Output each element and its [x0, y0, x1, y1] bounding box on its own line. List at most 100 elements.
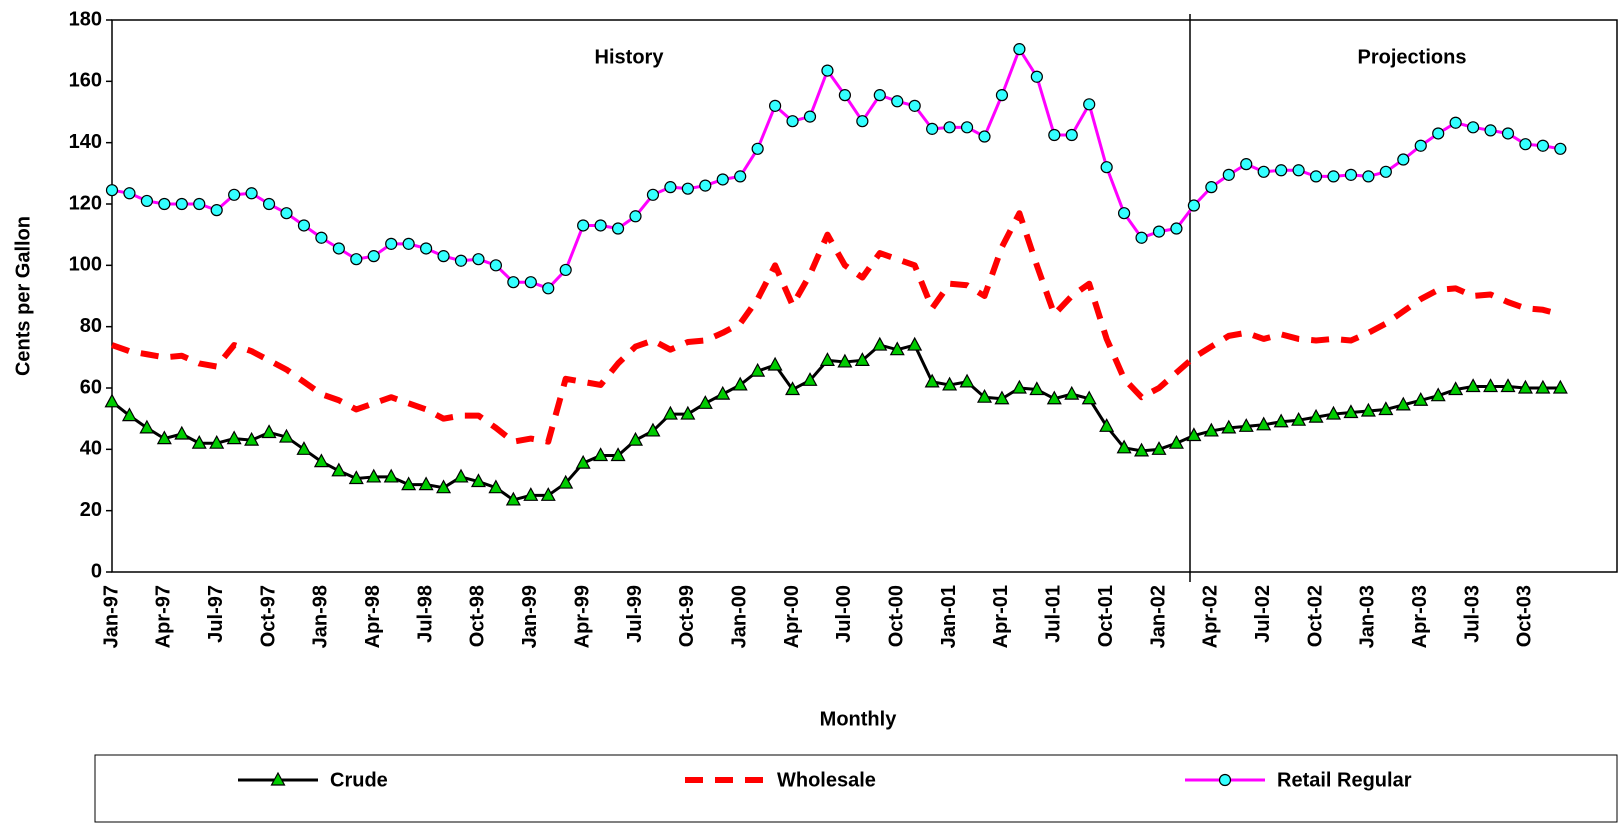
- data-point: [715, 385, 731, 400]
- data-point: [1378, 401, 1394, 416]
- data-point: [1013, 43, 1026, 56]
- data-point: [872, 336, 888, 351]
- x-tick-label: Apr-99: [571, 585, 593, 648]
- data-point: [472, 253, 485, 266]
- data-point: [734, 170, 747, 183]
- y-tick-label: 160: [69, 70, 102, 92]
- data-point: [559, 263, 572, 277]
- data-point: [174, 425, 190, 440]
- data-point: [245, 187, 258, 200]
- data-point: [1011, 379, 1027, 394]
- data-point: [610, 447, 626, 462]
- data-point: [768, 99, 782, 112]
- data-point: [1449, 116, 1462, 129]
- y-tick-label: 40: [80, 438, 102, 460]
- data-point: [681, 182, 694, 195]
- data-point: [1291, 411, 1307, 426]
- x-tick-label: Oct-97: [257, 585, 279, 647]
- data-point: [1046, 390, 1062, 405]
- plot-area: [111, 19, 1618, 573]
- data-point: [1238, 418, 1254, 432]
- data-point: [1117, 207, 1131, 220]
- data-point: [1465, 378, 1481, 393]
- data-point: [1168, 434, 1184, 449]
- x-tick-label: Oct-00: [886, 585, 908, 647]
- data-point: [960, 121, 974, 134]
- data-point: [332, 242, 345, 255]
- data-point: [889, 341, 905, 356]
- data-point: [1205, 181, 1218, 194]
- data-point: [175, 197, 188, 211]
- y-tick-label: 140: [69, 131, 102, 153]
- data-point: [1379, 165, 1392, 178]
- data-point: [662, 405, 678, 420]
- data-point: [1152, 225, 1166, 238]
- x-tick-label: Jul-01: [1043, 585, 1065, 643]
- x-tick-label: Jan-03: [1357, 585, 1379, 648]
- x-tick-label: Jan-02: [1147, 585, 1169, 648]
- data-point: [488, 479, 504, 494]
- annotation: Projections: [1358, 46, 1467, 68]
- data-point: [210, 204, 223, 217]
- data-point: [978, 130, 991, 143]
- data-point: [785, 381, 801, 396]
- x-tick-label: Oct-98: [467, 585, 489, 647]
- x-tick-label: Apr-98: [362, 585, 384, 648]
- data-point: [383, 468, 399, 483]
- x-tick-label: Oct-99: [676, 585, 698, 647]
- data-point: [1397, 153, 1410, 166]
- y-tick-label: 20: [80, 499, 102, 521]
- data-point: [924, 373, 940, 388]
- data-point: [1448, 381, 1464, 396]
- data-point: [680, 405, 696, 420]
- data-point: [1536, 139, 1550, 152]
- data-point: [540, 487, 556, 501]
- data-point: [873, 89, 886, 102]
- data-point: [489, 259, 502, 272]
- data-point: [1134, 442, 1150, 457]
- data-point: [891, 95, 904, 108]
- x-tick-label: Jul-02: [1252, 585, 1274, 643]
- x-tick-label: Jul-00: [833, 585, 855, 643]
- data-point: [261, 424, 277, 439]
- data-point: [926, 122, 939, 135]
- data-point: [420, 242, 433, 255]
- data-point: [994, 390, 1010, 405]
- y-tick-label: 80: [80, 315, 102, 337]
- data-point: [524, 276, 537, 289]
- data-point: [1552, 379, 1568, 394]
- data-point: [1360, 402, 1376, 417]
- data-point: [1170, 222, 1183, 235]
- x-tick-label: Oct-01: [1095, 585, 1117, 647]
- data-point: [315, 231, 328, 244]
- data-point: [1029, 381, 1045, 396]
- data-point: [907, 336, 923, 351]
- y-tick-label: 60: [80, 376, 102, 398]
- data-point: [1221, 419, 1237, 434]
- data-point: [470, 473, 486, 488]
- data-point: [976, 388, 993, 403]
- data-point: [942, 376, 958, 391]
- data-point: [821, 64, 834, 77]
- annotation: History: [595, 46, 665, 68]
- data-point: [1395, 396, 1411, 411]
- data-point: [367, 250, 380, 263]
- legend-label: Crude: [330, 769, 388, 791]
- x-tick-label: Oct-02: [1304, 585, 1326, 647]
- data-point: [1501, 127, 1515, 140]
- legend-marker: [270, 771, 286, 786]
- data-point: [629, 210, 642, 223]
- data-point: [348, 470, 364, 485]
- data-point: [1048, 128, 1061, 142]
- data-point: [1100, 161, 1113, 174]
- data-point: [1327, 170, 1340, 183]
- data-point: [1186, 427, 1202, 442]
- data-point: [1083, 98, 1096, 111]
- data-point: [819, 352, 835, 366]
- data-point: [995, 89, 1009, 102]
- data-point: [1466, 121, 1480, 134]
- x-tick-label: Apr-00: [781, 585, 803, 648]
- x-tick-label: Jul-03: [1461, 585, 1483, 643]
- data-point: [1273, 413, 1289, 428]
- data-point: [262, 197, 276, 211]
